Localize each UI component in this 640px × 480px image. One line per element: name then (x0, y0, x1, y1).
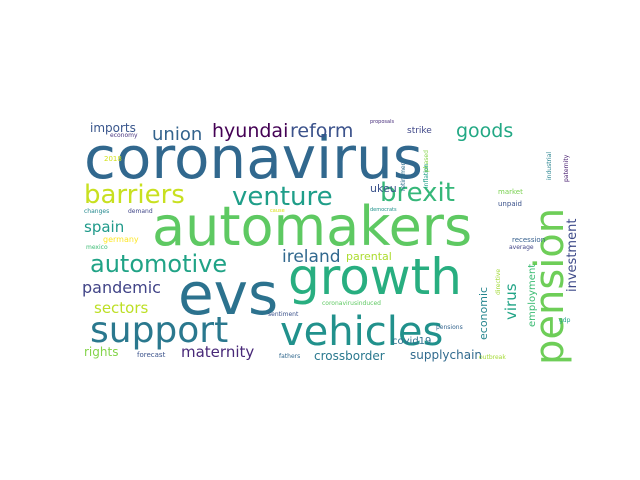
word-crossborder: crossborder (314, 349, 385, 363)
word-coronavirus: coronavirus (84, 124, 423, 192)
word-phased: phased (423, 150, 430, 172)
word-ukeu: ukeu (370, 182, 397, 195)
word-spain: spain (84, 218, 124, 236)
word-2018: 2018 (104, 155, 122, 163)
word-coronavirusinduced: coronavirusinduced (322, 300, 381, 307)
word-pension: pension (527, 208, 573, 365)
word-strike: strike (407, 126, 432, 136)
word-goods: goods (456, 120, 513, 142)
word-automotive: automotive (90, 250, 227, 278)
word-parental: parental (346, 250, 392, 263)
word-reform: reform (290, 120, 353, 142)
word-economic: economic (477, 287, 490, 340)
word-imports: imports (90, 121, 136, 135)
word-hyundai: hyundai (212, 120, 288, 142)
word-union: union (152, 124, 202, 145)
word-inflation: inflation (423, 163, 430, 188)
word-rights: rights (84, 345, 118, 359)
word-germany: germany (103, 235, 139, 244)
word-support: support (90, 310, 228, 351)
word-directive: directive (495, 269, 502, 295)
word-vehicles: vehicles (280, 309, 443, 355)
word-automakers: automakers (152, 195, 472, 258)
word-evs: evs (178, 260, 278, 328)
word-investment: investment (565, 219, 580, 292)
word-sectors: sectors (94, 299, 149, 317)
word-fathers: fathers (279, 353, 300, 360)
word-demand: demand (128, 208, 153, 215)
word-democrats: democrats (370, 207, 397, 213)
word-proposals: proposals (370, 119, 394, 125)
word-barriers: barriers (84, 180, 185, 210)
word-unpaid: unpaid (498, 200, 522, 208)
word-outbreak: outbreak (479, 354, 506, 361)
word-recession: recession (512, 236, 545, 244)
word-economy: economy (110, 132, 138, 139)
word-growth: growth (288, 248, 462, 306)
word-pandemic: pandemic (82, 278, 161, 297)
word-covid19: covid19 (392, 336, 431, 347)
word-average: average (509, 244, 534, 251)
word-retirement: retirement (400, 159, 407, 191)
word-gdp: gdp (559, 317, 571, 324)
word-supplychain: supplychain (410, 348, 482, 362)
word-pensions: pensions (436, 324, 463, 331)
word-sentiment: sentiment (268, 311, 299, 318)
word-paternity: paternity (563, 154, 570, 182)
word-mexico: mexico (86, 244, 108, 251)
word-brexit: brexit (380, 178, 455, 208)
word-changes: changes (84, 208, 109, 215)
word-cause: cause (270, 208, 285, 214)
word-ireland: ireland (282, 247, 341, 267)
word-virus: virus (502, 283, 520, 320)
word-market: market (498, 188, 523, 196)
word-maternity: maternity (181, 343, 254, 361)
word-employment: employment (527, 264, 538, 327)
word-venture: venture (232, 182, 333, 212)
word-forecast: forecast (137, 351, 166, 359)
word-industrial: industrial (546, 152, 553, 180)
